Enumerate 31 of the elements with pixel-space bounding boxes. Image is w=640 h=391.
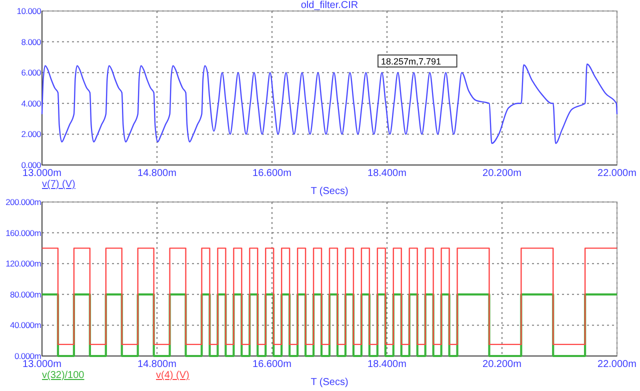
x-axis-title: T (Secs) <box>310 377 348 388</box>
x-tick-label: 18.400m <box>368 359 406 370</box>
chart-title: old_filter.CIR <box>300 0 358 11</box>
y-tick-label: 6.000 <box>21 68 42 78</box>
y-tick-label: 0.000m <box>14 351 42 361</box>
x-tick-label: 16.600m <box>252 168 292 179</box>
text: v(7) (V) <box>42 179 76 190</box>
text: v(4) (V) <box>156 370 190 381</box>
x-tick-label: 22.000m <box>598 359 636 370</box>
x-tick-label: 13.000m <box>22 359 62 370</box>
y-tick-label: 2.000 <box>21 129 42 140</box>
y-tick-label: 200.000m <box>6 197 42 207</box>
y-tick-label: 10.000 <box>16 6 42 16</box>
annotation: 18.257m,7.791 <box>381 56 442 66</box>
x-tick-label: 22.000m <box>598 168 636 179</box>
x-tick-label: 20.200m <box>482 168 522 179</box>
x-tick-label: 18.400m <box>368 168 406 179</box>
x-tick-label: 20.200m <box>482 359 522 370</box>
x-tick-label: 14.800m <box>138 168 176 179</box>
x-axis-title: T (Secs) <box>310 186 348 197</box>
y-tick-label: 4.000 <box>21 98 42 108</box>
x-tick-label: 16.600m <box>252 359 292 370</box>
x-tick-label: 13.000m <box>22 168 62 179</box>
series-label: v(32)/100 <box>42 370 85 381</box>
y-tick-label: 0.000 <box>21 160 42 170</box>
y-tick-label: 8.000 <box>21 36 42 47</box>
y-tick-label: 80.000m <box>10 289 42 300</box>
y-tick-label: 40.000m <box>10 320 42 330</box>
x-tick-label: 14.800m <box>138 359 176 370</box>
y-tick-label: 120.000m <box>6 258 42 269</box>
y-tick-label: 160.000m <box>6 228 42 238</box>
